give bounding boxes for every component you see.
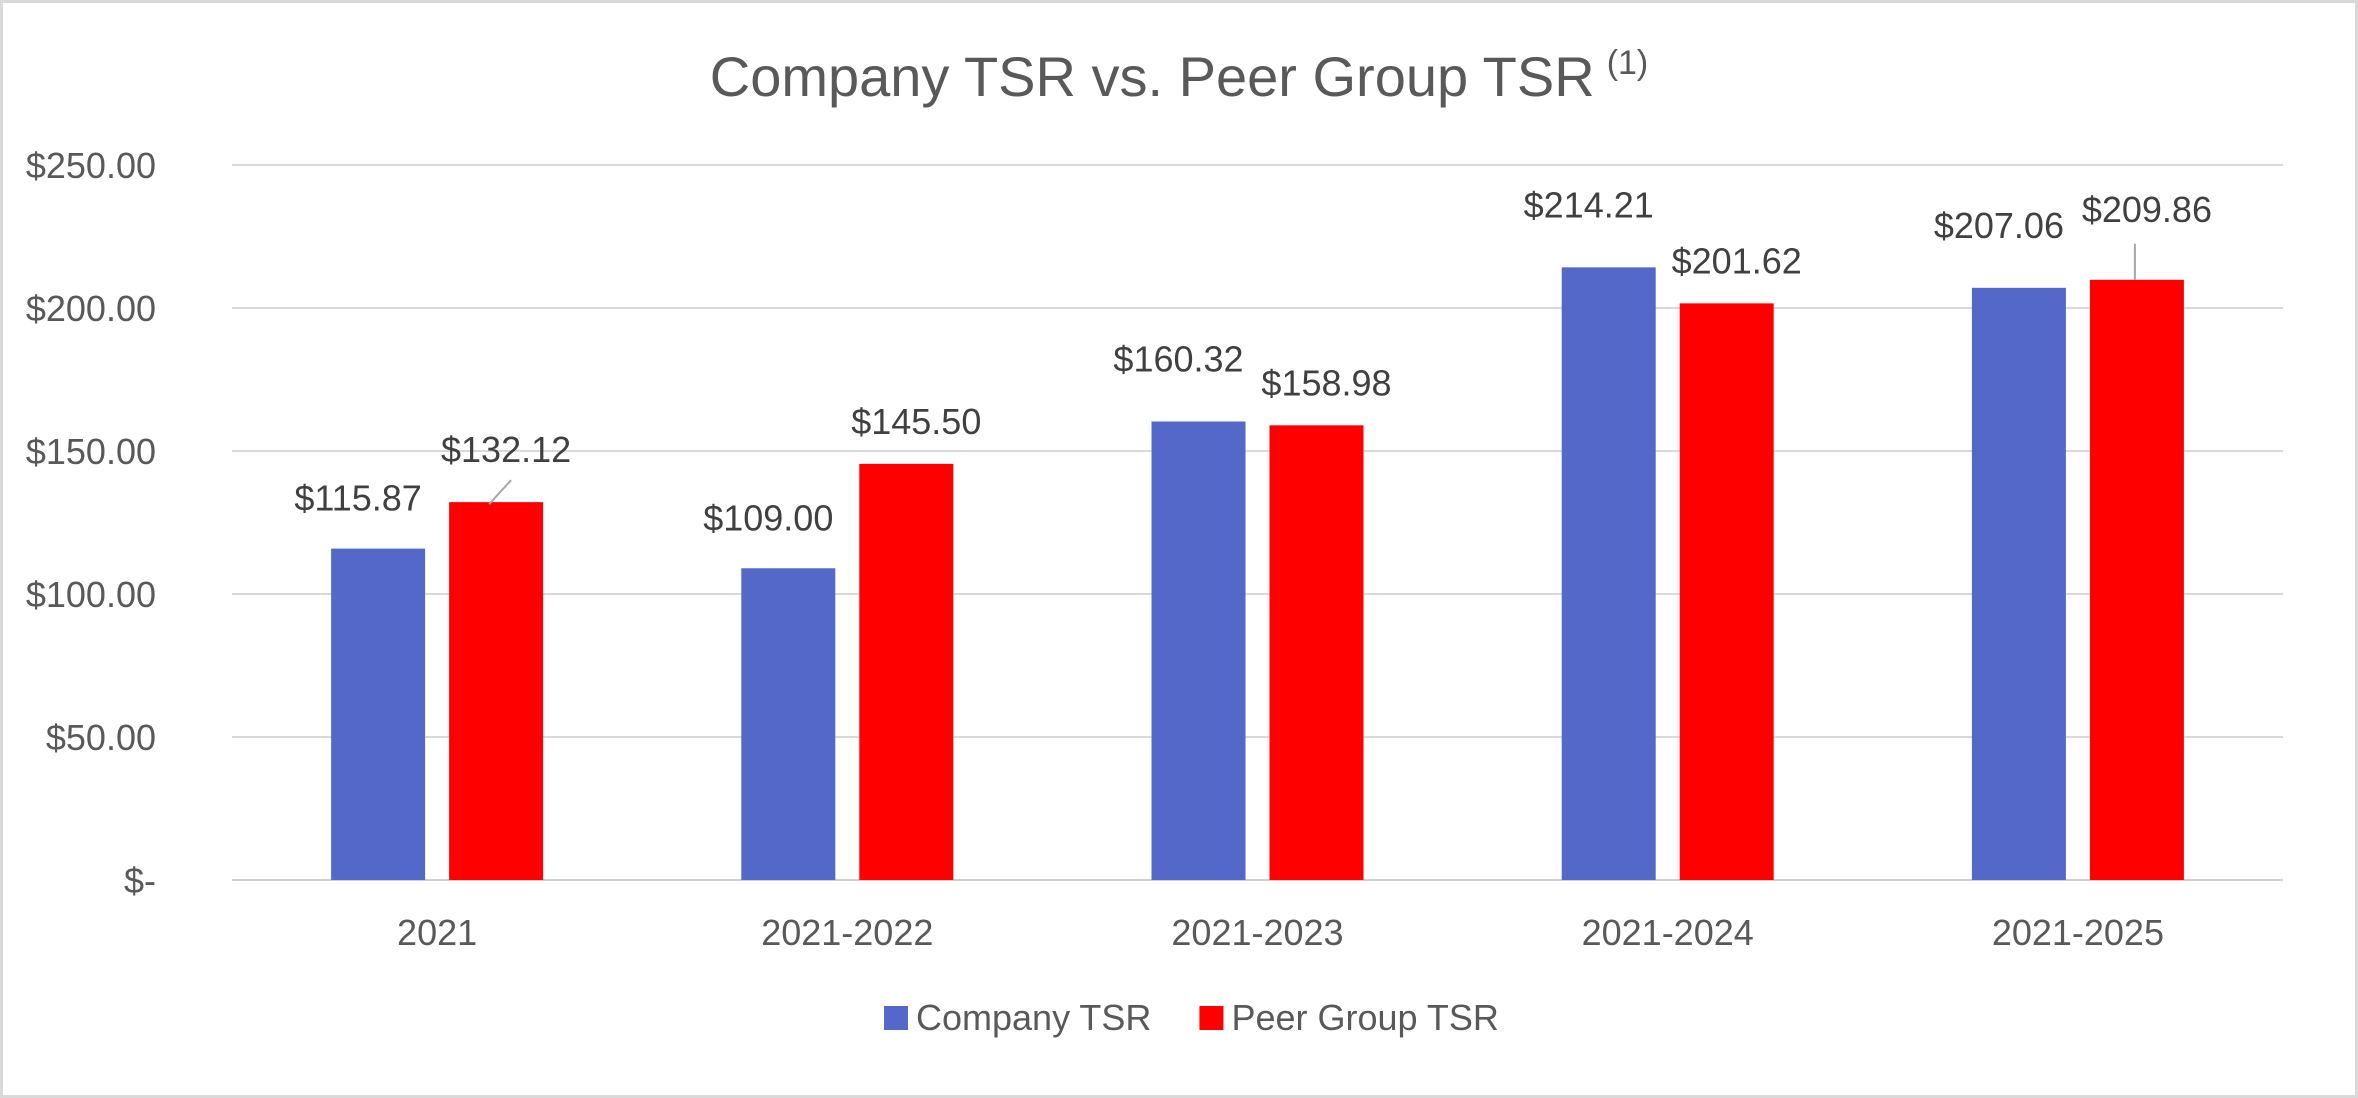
bar-peer-2021-2022: [859, 463, 954, 880]
bar-company-2021: [331, 548, 426, 880]
data-label-company-2021: $115.87: [294, 478, 421, 519]
bar-company-2021-2024: [1561, 267, 1656, 881]
data-label-company-2021-2024: $214.21: [1524, 184, 1654, 225]
data-label-company-2021-2023: $160.32: [1113, 338, 1243, 379]
legend-label-peer: Peer Group TSR: [1231, 997, 1498, 1038]
y-tick-label: $250.00: [26, 145, 156, 186]
y-tick-label: $100.00: [26, 574, 156, 615]
bars: [331, 267, 2184, 881]
y-axis-ticks: $- $50.00 $100.00 $150.00 $200.00 $250.00: [26, 145, 156, 901]
data-label-company-2021-2022: $109.00: [703, 497, 833, 538]
x-tick-label: 2021-2024: [1582, 912, 1754, 953]
x-tick-label: 2021-2023: [1171, 912, 1343, 953]
x-axis-ticks: 2021 2021-2022 2021-2023 2021-2024 2021-2025: [397, 912, 2164, 953]
data-label-peer-2021: $132.12: [441, 429, 571, 470]
chart-title: Company TSR vs. Peer Group TSR (1): [710, 44, 1649, 108]
legend-swatch-company: [884, 1006, 908, 1030]
gridlines: [232, 164, 2283, 881]
data-label-company-2021-2025: $207.06: [1934, 205, 2064, 246]
y-tick-label: $150.00: [26, 431, 156, 472]
x-tick-label: 2021-2022: [761, 912, 933, 953]
bar-peer-2021: [449, 502, 544, 880]
data-label-peer-2021-2024: $201.62: [1672, 240, 1802, 281]
data-label-peer-2021-2023: $158.98: [1261, 362, 1391, 403]
bar-peer-2021-2024: [1679, 303, 1774, 880]
legend-label-company: Company TSR: [916, 997, 1151, 1038]
y-tick-label: $50.00: [46, 717, 156, 758]
bar-company-2021-2022: [741, 568, 836, 880]
bar-company-2021-2023: [1151, 421, 1246, 880]
y-tick-label: $-: [124, 860, 156, 901]
data-labels: $115.87 $132.12 $109.00 $145.50 $160.32 $158.…: [294, 184, 2212, 538]
data-label-peer-2021-2025: $209.86: [2082, 189, 2212, 230]
y-tick-label: $200.00: [26, 288, 156, 329]
bar-peer-2021-2023: [1269, 425, 1364, 880]
bar-company-2021-2025: [1971, 287, 2066, 880]
x-tick-label: 2021: [397, 912, 477, 953]
chart-title-superscript: (1): [1607, 44, 1649, 82]
data-label-peer-2021-2022: $145.50: [851, 401, 981, 442]
legend-swatch-peer: [1199, 1006, 1224, 1030]
chart-title-text: Company TSR vs. Peer Group TSR: [710, 45, 1595, 108]
leader-line: [488, 479, 512, 505]
bar-peer-2021-2025: [2089, 279, 2184, 880]
legend: Company TSR Peer Group TSR: [884, 997, 1499, 1038]
x-tick-label: 2021-2025: [1992, 912, 2164, 953]
